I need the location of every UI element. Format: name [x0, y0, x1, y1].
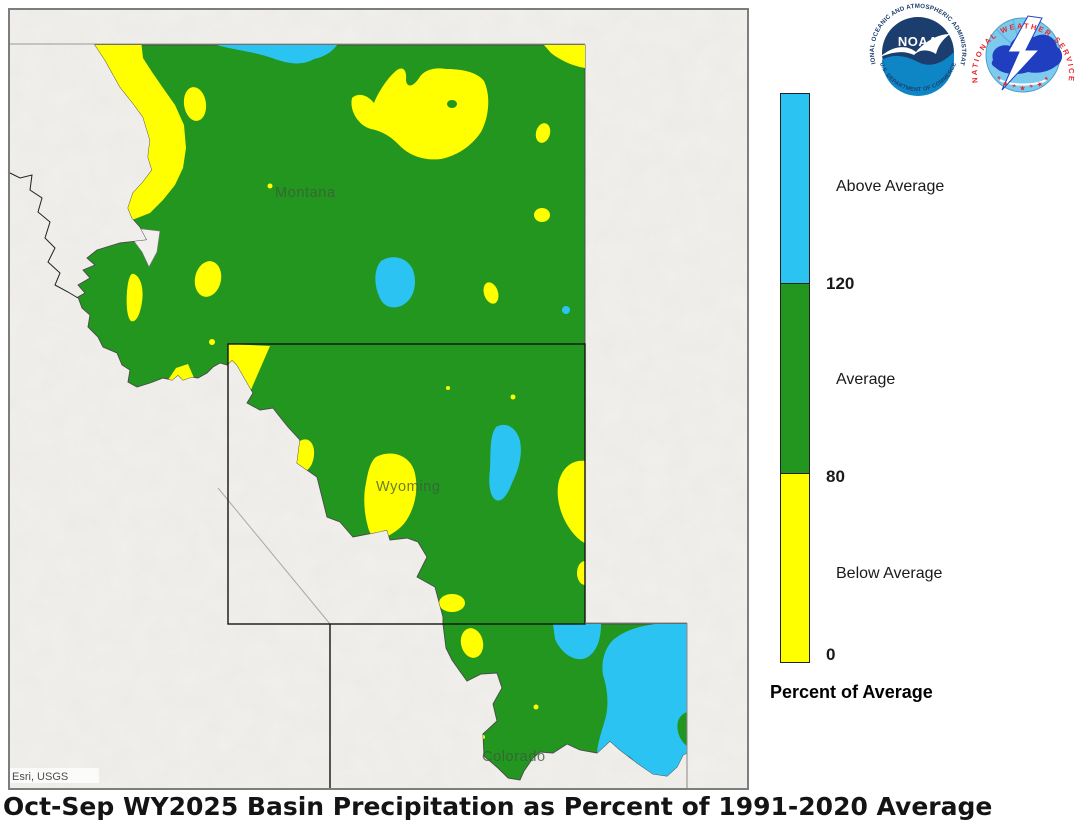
above-average-blob	[597, 624, 687, 778]
below-average-blob	[295, 439, 315, 472]
legend-label-below-average: Below Average	[836, 565, 943, 582]
below-average-blob	[446, 386, 450, 390]
idaho-montana-border-line	[7, 171, 79, 299]
legend-title: Percent of Average	[770, 682, 933, 702]
attribution-background	[9, 768, 99, 783]
nws-wave	[999, 79, 1047, 86]
noaa-seagull-icon	[880, 34, 950, 57]
state-label-colorado: Colorado	[482, 749, 546, 765]
state-label-montana: Montana	[275, 185, 336, 201]
legend-label-average: Average	[836, 371, 896, 388]
page-title: Oct-Sep WY2025 Basin Precipitation as Pe…	[3, 792, 993, 821]
legend-label-above-average: Above Average	[836, 178, 945, 195]
map-svg: Montana Wyoming Colorado Esri, USGS	[7, 8, 749, 790]
wyoming-border-box	[227, 343, 586, 625]
above-average-blob	[217, 45, 337, 64]
legend-segment-above-average	[780, 93, 810, 284]
below-average-blob	[209, 339, 215, 345]
nws-lightning-bolt-icon	[1001, 15, 1043, 91]
below-average-blob	[183, 87, 207, 121]
nws-logo: NATIONAL WEATHER SERVICE * ★ * ★ * ★ *	[970, 3, 1075, 107]
below-average-blob	[82, 45, 186, 222]
below-average-blob	[544, 45, 585, 68]
above-average-blob	[489, 424, 521, 501]
above-average-blob	[553, 624, 601, 660]
state-label-wyoming: Wyoming	[376, 479, 441, 495]
below-average-blob	[557, 460, 585, 544]
agency-logos: NOAA NATIONAL OCEANIC AND ATMOSPHERIC AD…	[847, 0, 1076, 110]
below-average-blob	[364, 453, 417, 540]
below-average-blob	[439, 594, 465, 612]
noaa-ocean	[882, 52, 954, 96]
below-average-blob	[535, 123, 551, 143]
legend-segment-average	[780, 283, 810, 474]
noaa-acronym: NOAA	[898, 34, 938, 49]
above-average-blob	[562, 306, 570, 314]
noaa-logo: NOAA NATIONAL OCEANIC AND ATMOSPHERIC AD…	[847, 0, 968, 103]
basin-precipitation-map: Montana Wyoming Colorado Esri, USGS	[7, 8, 749, 790]
below-average-blob	[533, 704, 539, 710]
legend-threshold-0: 0	[826, 645, 836, 664]
legend-threshold-120: 120	[826, 274, 855, 293]
map-attribution: Esri, USGS	[12, 771, 68, 783]
below-average-blob	[194, 261, 222, 297]
below-average-blob	[351, 68, 489, 160]
logos-svg: NOAA NATIONAL OCEANIC AND ATMOSPHERIC AD…	[847, 0, 1075, 107]
below-average-blob	[126, 273, 143, 322]
basin-boundary-line	[217, 487, 331, 625]
colorado-anomaly-blobs	[460, 624, 687, 778]
below-average-blob	[577, 561, 585, 585]
below-average-blob	[510, 394, 516, 400]
below-average-blob	[168, 364, 194, 382]
average-hole	[447, 100, 457, 108]
legend-threshold-80: 80	[826, 467, 845, 486]
above-average-blob	[375, 257, 415, 308]
below-average-blob	[483, 282, 499, 304]
legend-colorbar	[780, 93, 810, 667]
legend-segment-below-average	[780, 473, 810, 663]
map-frame-border	[8, 8, 749, 790]
below-average-blob	[267, 183, 273, 189]
montana-wyoming-anomaly-blobs	[82, 45, 585, 612]
below-average-blob	[534, 208, 550, 222]
below-average-blob	[460, 628, 484, 658]
